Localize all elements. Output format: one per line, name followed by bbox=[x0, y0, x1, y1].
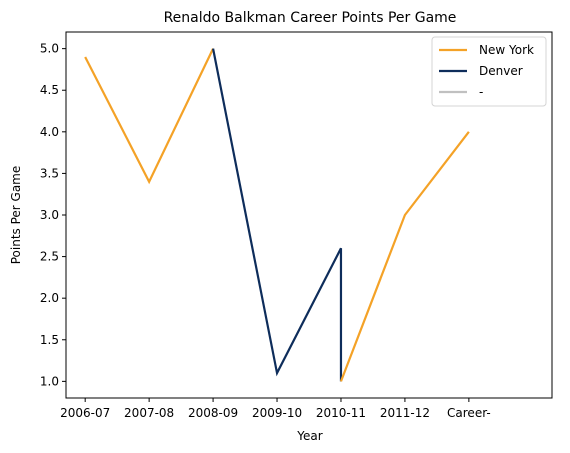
y-axis-title: Points Per Game bbox=[9, 166, 23, 265]
x-tick-label: 2006-07 bbox=[60, 406, 110, 420]
x-tick-label: 2011-12 bbox=[380, 406, 430, 420]
x-tick-label: 2007-08 bbox=[124, 406, 174, 420]
chart-title: Renaldo Balkman Career Points Per Game bbox=[164, 10, 457, 26]
series-line-new-york-2 bbox=[339, 131, 470, 382]
legend-label: Denver bbox=[479, 64, 523, 78]
y-tick-label: 4.0 bbox=[40, 125, 59, 139]
x-tick-label: 2008-09 bbox=[188, 406, 238, 420]
x-tick-label: 2009-10 bbox=[252, 406, 302, 420]
x-axis-title: Year bbox=[296, 429, 322, 443]
series-line-new-york-0 bbox=[84, 48, 215, 185]
y-tick-label: 1.0 bbox=[40, 374, 59, 388]
y-tick-label: 3.5 bbox=[40, 166, 59, 180]
y-tick-label: 1.5 bbox=[40, 333, 59, 347]
x-tick-label: Career- bbox=[447, 406, 491, 420]
legend-label: New York bbox=[479, 43, 534, 57]
y-tick-label: 4.5 bbox=[40, 83, 59, 97]
y-tick-label: 5.0 bbox=[40, 42, 59, 56]
y-tick-label: 2.0 bbox=[40, 291, 59, 305]
legend-label: - bbox=[479, 85, 483, 99]
y-tick-label: 2.5 bbox=[40, 250, 59, 264]
x-tick-label: 2010-11 bbox=[316, 406, 366, 420]
series-line-denver-1 bbox=[212, 48, 343, 382]
y-tick-label: 3.0 bbox=[40, 208, 59, 222]
legend-box bbox=[431, 36, 547, 107]
